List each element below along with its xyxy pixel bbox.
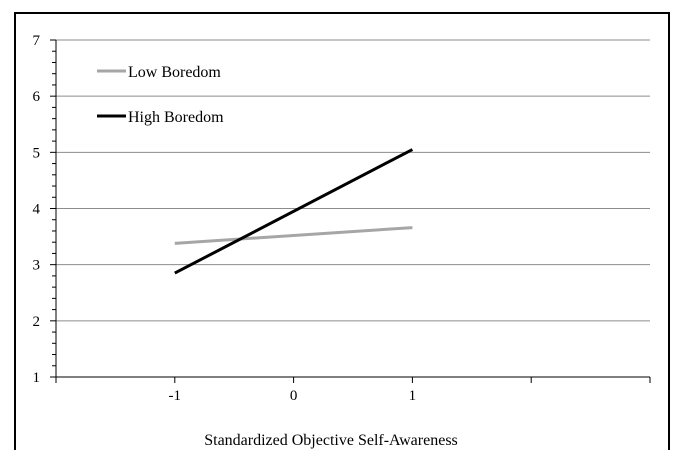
x-tick-label--1: -1 <box>169 388 182 404</box>
x-tick-label-0: 0 <box>290 388 298 404</box>
y-tick-label-2: 2 <box>33 314 41 330</box>
x-axis-title: Standardized Objective Self-Awareness <box>204 432 458 449</box>
series-line-low-boredom <box>174 226 413 245</box>
y-tick-label-4: 4 <box>33 202 41 218</box>
legend: Low Boredom High Boredom <box>97 64 224 126</box>
legend-label-low-boredom: Low Boredom <box>128 64 221 81</box>
legend-label-high-boredom: High Boredom <box>128 109 224 126</box>
y-tick-label-3: 3 <box>33 258 41 274</box>
gridlines <box>56 39 650 322</box>
series-line-high-boredom <box>174 148 414 275</box>
series-lines <box>174 148 414 275</box>
axes: 1 2 3 4 5 6 7 -1 0 1 <box>33 33 651 404</box>
y-tick-label-7: 7 <box>33 33 41 49</box>
x-tick-label-1: 1 <box>409 388 417 404</box>
y-tick-label-1: 1 <box>33 370 41 386</box>
y-tick-label-6: 6 <box>33 89 41 105</box>
y-tick-label-5: 5 <box>33 145 41 161</box>
